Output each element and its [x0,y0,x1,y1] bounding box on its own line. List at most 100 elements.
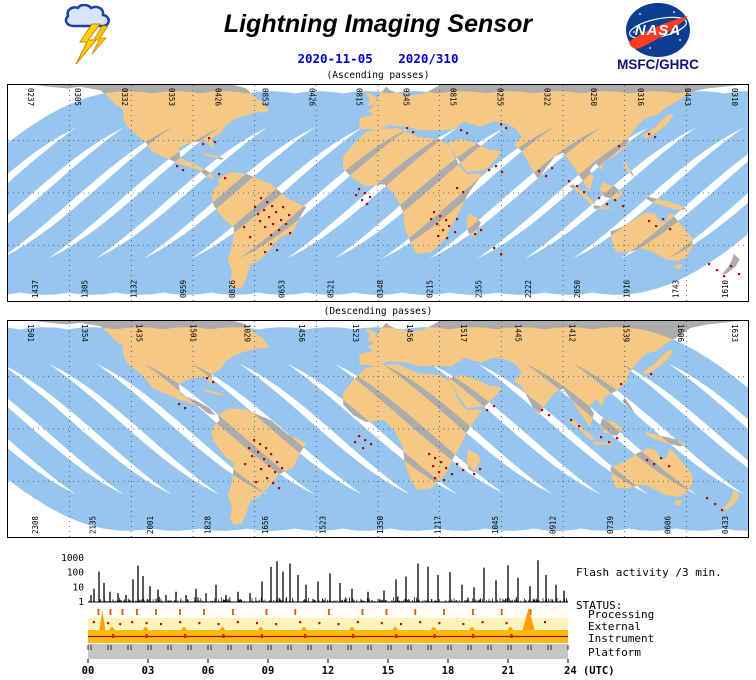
status-heading: STATUS: [576,599,623,612]
svg-text:0348: 0348 [376,279,385,298]
svg-text:1305: 1305 [80,280,89,298]
orbit-time-labels: 1501 1354 1435 1501 1029 1456 1523 1456 1517 1445… [26,324,739,534]
svg-text:1501: 1501 [189,324,198,342]
svg-text:0345: 0345 [402,88,411,106]
svg-text:0332: 0332 [120,88,129,106]
svg-text:0316: 0316 [636,88,645,107]
svg-text:0305: 0305 [73,88,82,106]
lightning-flash-points [178,373,724,512]
orbit-time-labels: 0237 0305 0332 0353 0426 0853 0426 0815 0345 0815… [26,88,739,298]
svg-text:15: 15 [382,665,395,677]
svg-text:1: 1 [78,597,84,608]
flash-activity-label: Flash activity /3 min. [576,566,722,579]
ascending-caption: (Ascending passes) [326,70,430,81]
svg-text:0426: 0426 [308,88,317,107]
svg-text:1743: 1743 [672,280,681,298]
svg-text:10: 10 [73,582,85,593]
page-title: Lightning Imaging Sensor [223,10,533,38]
svg-text:1501: 1501 [26,324,35,342]
svg-text:1437: 1437 [31,280,40,298]
platform-hour-ticks [87,645,569,650]
svg-text:1412: 1412 [568,324,577,342]
svg-text:1435: 1435 [134,324,143,342]
svg-text:18: 18 [442,665,455,677]
lightning-flash-points [176,123,741,278]
svg-text:1523: 1523 [351,324,360,342]
ascending-map: 0237 0305 0332 0353 0426 0853 0426 0815 0345 0815… [0,84,756,302]
nasa-logo-icon: NASA [626,3,690,57]
svg-text:0322: 0322 [542,88,551,106]
svg-text:1517: 1517 [459,324,468,342]
svg-text:0255: 0255 [495,88,504,106]
svg-text:0215: 0215 [425,280,434,298]
svg-text:0426: 0426 [214,88,223,107]
svg-text:0353: 0353 [167,88,176,106]
svg-text:0521: 0521 [327,280,336,298]
svg-text:1539: 1539 [622,324,631,342]
svg-text:0959: 0959 [179,280,188,298]
svg-text:1350: 1350 [376,515,385,534]
svg-text:2001: 2001 [146,516,155,534]
svg-text:0433: 0433 [721,516,730,534]
status-strip-external [88,618,568,629]
date-line: 2020-11-05 2020/310 [0,51,756,66]
status-row-label-processing: Processing [588,608,655,621]
svg-text:0739: 0739 [606,516,615,534]
svg-text:21: 21 [502,665,515,677]
svg-text:0310: 0310 [730,88,739,107]
svg-text:2308: 2308 [31,515,40,534]
svg-text:0237: 0237 [26,88,35,106]
svg-text:24 (UTC): 24 (UTC) [564,665,615,677]
svg-text:00: 00 [82,665,95,677]
svg-text:0653: 0653 [277,280,286,298]
status-row-label-platform: Platform [588,646,641,659]
svg-text:1132: 1132 [130,280,139,298]
svg-text:0815: 0815 [355,88,364,106]
svg-text:0443: 0443 [683,88,692,106]
svg-text:1456: 1456 [405,324,414,343]
svg-text:1217: 1217 [434,516,443,534]
flash-noise [89,596,568,602]
svg-text:1828: 1828 [204,515,213,534]
svg-text:1029: 1029 [243,324,252,342]
svg-text:1045: 1045 [491,516,500,534]
descending-map-svg: 1501 1354 1435 1501 1029 1456 1523 1456 1517 1445… [0,321,756,537]
instrument-anomaly-blob [522,608,535,630]
descending-caption: (Descending passes) [323,306,433,317]
svg-text:0826: 0826 [228,279,237,298]
flash-spikes [90,560,565,602]
svg-text:0853: 0853 [261,88,270,106]
svg-text:1610: 1610 [721,279,730,298]
svg-text:06: 06 [202,665,215,677]
svg-text:0912: 0912 [549,516,558,534]
svg-text:1656: 1656 [261,515,270,534]
date-iso: 2020-11-05 [297,51,373,66]
svg-text:1606: 1606 [676,324,685,343]
date-doy: 2020/310 [398,51,459,66]
svg-text:0606: 0606 [664,515,673,534]
descending-map: 1501 1354 1435 1501 1029 1456 1523 1456 1517 1445… [0,320,756,538]
status-row-label-instrument: Instrument [588,632,655,645]
ascending-map-svg: 0237 0305 0332 0353 0426 0853 0426 0815 0345 0815… [0,85,756,301]
svg-text:03: 03 [142,665,155,677]
y-axis-labels: 1000 100 10 1 [61,553,84,608]
status-row-label-external: External [588,620,641,633]
svg-text:2050: 2050 [573,279,582,298]
agency-label: MSFC/GHRC [617,57,699,72]
graticule [8,321,748,537]
graticule [8,85,748,301]
x-axis-labels: 00 03 06 09 12 15 18 21 24 (UTC) [82,659,615,677]
svg-text:0250: 0250 [589,88,598,107]
svg-text:1916: 1916 [622,279,631,298]
svg-text:2355: 2355 [475,280,484,298]
nasa-logo-text: NASA [635,22,682,39]
svg-text:2222: 2222 [524,280,533,298]
svg-text:1456: 1456 [297,324,306,343]
svg-text:1633: 1633 [730,324,739,342]
svg-text:1523: 1523 [319,516,328,534]
svg-text:100: 100 [67,568,84,579]
svg-text:12: 12 [322,665,335,677]
lightning-cloud-icon [64,4,110,65]
